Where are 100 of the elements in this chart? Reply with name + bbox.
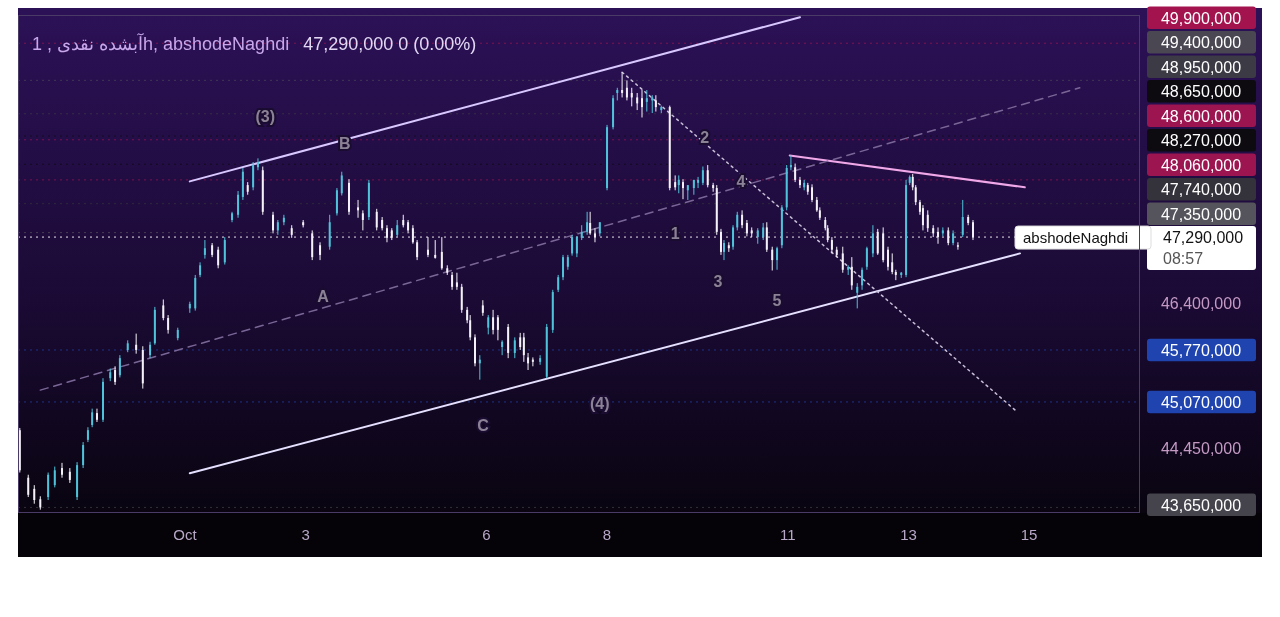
candlestick xyxy=(562,254,565,281)
candlestick xyxy=(522,332,525,363)
candlestick xyxy=(625,79,628,101)
candlestick xyxy=(723,239,725,261)
candlestick xyxy=(697,176,700,189)
candlestick xyxy=(961,199,964,238)
candlestick xyxy=(272,211,275,234)
candlestick xyxy=(692,179,695,196)
candlestick xyxy=(434,239,437,260)
candlestick xyxy=(501,339,504,356)
candlestick xyxy=(575,235,578,258)
candlestick xyxy=(513,336,516,359)
annotation: (3) xyxy=(255,108,275,126)
candlestick xyxy=(53,466,56,488)
candlestick xyxy=(340,171,343,196)
candlestick xyxy=(621,71,624,98)
candlestick xyxy=(732,224,735,251)
annotation: (4) xyxy=(590,394,610,412)
x-tick-label: Oct xyxy=(173,526,198,543)
candlestick xyxy=(91,408,94,428)
candlestick xyxy=(798,176,801,189)
candlestick xyxy=(347,178,350,216)
annotation: C xyxy=(477,417,490,434)
candlestick xyxy=(492,309,495,335)
x-tick-label: 11 xyxy=(780,526,796,543)
candlestick xyxy=(361,209,364,231)
candlestick xyxy=(335,187,338,217)
y-tick-label: 44,450,000 xyxy=(1160,440,1242,458)
text: 47,290,000 0 (0.00%) xyxy=(303,34,477,54)
candlestick xyxy=(416,239,419,261)
candlestick xyxy=(114,365,117,386)
candlestick xyxy=(455,272,458,291)
candlestick xyxy=(203,239,206,260)
text: آبشده نقدی , 1h, abshodeNaghdi xyxy=(32,33,290,54)
candlestick xyxy=(926,209,929,233)
candlestick xyxy=(811,183,814,203)
candlestick xyxy=(891,252,894,275)
annotation: A xyxy=(317,288,330,305)
ref-line-label: 45,070,000 xyxy=(1160,393,1242,411)
annotation: 3 xyxy=(713,273,723,290)
candlestick xyxy=(276,219,279,236)
ref-line-label: 49,900,000 xyxy=(1160,9,1242,27)
annotation: 1 xyxy=(670,225,680,243)
x-tick-label: 15 xyxy=(1020,526,1038,543)
candlestick xyxy=(527,352,530,371)
annotation: 5 xyxy=(772,292,782,309)
candlestick xyxy=(701,166,704,186)
ref-line-label: 47,740,000 xyxy=(1160,181,1242,199)
candlestick xyxy=(47,472,50,501)
candlestick xyxy=(61,462,64,479)
candlestick xyxy=(937,226,940,245)
candlestick xyxy=(487,314,490,335)
candlestick xyxy=(593,227,596,243)
candlestick xyxy=(95,408,98,423)
candlestick xyxy=(118,354,121,378)
candlestick xyxy=(941,226,944,237)
candlestick xyxy=(956,241,959,251)
candlestick xyxy=(841,246,844,274)
candlestick xyxy=(460,283,463,314)
candlestick xyxy=(794,163,797,183)
candlestick xyxy=(861,267,864,291)
candlestick xyxy=(972,219,974,241)
candlestick xyxy=(871,224,874,258)
candlestick xyxy=(311,229,314,261)
candlestick xyxy=(531,356,534,367)
x-tick-label: 13 xyxy=(900,526,917,543)
candlestick xyxy=(426,236,429,258)
candlestick xyxy=(411,224,414,245)
candlestick xyxy=(385,224,388,243)
ref-line-label: 45,770,000 xyxy=(1160,341,1242,359)
candlestick xyxy=(135,333,138,355)
candlestick xyxy=(237,190,240,219)
ref-line-label: 47,350,000 xyxy=(1160,205,1242,223)
ref-line-label: 48,950,000 xyxy=(1160,58,1242,76)
ref-line-label: 49,400,000 xyxy=(1160,34,1242,52)
candlestick xyxy=(645,89,648,113)
candlestick xyxy=(375,208,378,231)
candlestick xyxy=(162,298,165,321)
candlestick xyxy=(539,354,542,366)
candlestick xyxy=(850,256,853,291)
candlestick xyxy=(440,236,443,271)
candlestick xyxy=(865,246,868,271)
x-tick-label: 6 xyxy=(482,526,491,543)
ref-line-label: 48,650,000 xyxy=(1160,83,1242,101)
candlestick xyxy=(357,199,360,219)
candlestick xyxy=(856,282,859,309)
candlestick xyxy=(886,246,889,271)
candlestick xyxy=(256,157,259,171)
candlestick xyxy=(589,211,592,236)
ref-line-label: 47,290,000 xyxy=(1163,229,1244,247)
candlestick xyxy=(765,221,768,253)
ref-line-label: 43,650,000 xyxy=(1160,496,1242,514)
x-tick-label: 8 xyxy=(602,526,612,543)
candlestick xyxy=(719,228,722,256)
candlestick xyxy=(102,377,105,423)
annotation: abshodeNaghdi xyxy=(1023,229,1129,247)
candlestick xyxy=(474,333,476,367)
ref-line-label: 48,270,000 xyxy=(1160,132,1242,150)
candlestick xyxy=(771,246,774,271)
candlestick xyxy=(586,211,589,236)
